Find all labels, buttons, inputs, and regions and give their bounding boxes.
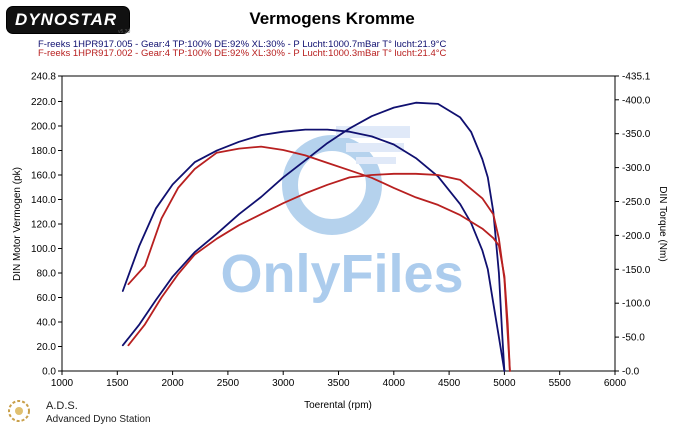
- y2-tick-label: -150.0: [622, 265, 651, 276]
- y-axis-label: DIN Motor Vermogen (pk): [12, 167, 23, 281]
- y2-tick-label: -300.0: [622, 163, 651, 174]
- series-line-run2-torque: [127, 145, 511, 372]
- y-tick-label: 100.0: [31, 244, 56, 255]
- y-tick-label: 240.8: [31, 72, 56, 83]
- curves: [121, 101, 511, 372]
- watermark-text: OnlyFiles: [220, 244, 463, 304]
- y-tick-label: 120.0: [31, 219, 56, 230]
- y-tick-label: 180.0: [31, 146, 56, 157]
- logo-text: DYNOSTAR: [15, 10, 118, 29]
- y-tick-label: 20.0: [37, 342, 57, 353]
- series-line-run2-power: [127, 172, 511, 372]
- x-tick-label: 2000: [161, 378, 184, 389]
- dynostar-logo: DYNOSTAR: [6, 6, 130, 34]
- x-axis: 1000 1500 2000 2500 3000 3500 4000 4500 5000 5500…: [51, 371, 627, 389]
- y-tick-label: 160.0: [31, 170, 56, 181]
- y-tick-label: 140.0: [31, 195, 56, 206]
- x-tick-label: 1500: [106, 378, 129, 389]
- y-tick-label: 60.0: [37, 293, 57, 304]
- x-tick-label: 3000: [272, 378, 295, 389]
- y-tick-label: 0.0: [42, 367, 56, 378]
- y2-tick-label: -0.0: [622, 367, 640, 378]
- x-axis-label: Toerental (rpm): [304, 400, 372, 411]
- x-tick-label: 4500: [438, 378, 461, 389]
- ads-logo-icon: [8, 400, 30, 422]
- chart-title: Vermogens Kromme: [249, 9, 414, 28]
- run-label-2: F-reeks 1HPR917.002 - Gear:4 TP:100% DE:…: [38, 48, 447, 59]
- series-line-run1-power: [121, 101, 506, 372]
- x-tick-label: 6000: [604, 378, 627, 389]
- y-axis-right: -0.0 -50.0 -100.0 -150.0 -200.0 -250.0 -300.0 -…: [615, 72, 651, 378]
- y2-tick-label: -350.0: [622, 129, 651, 140]
- y2-tick-label: -250.0: [622, 197, 651, 208]
- run-label-1: F-reeks 1HPR917.005 - Gear:4 TP:100% DE:…: [38, 39, 447, 50]
- x-tick-label: 4000: [383, 378, 406, 389]
- footer-subtitle: Advanced Dyno Station: [46, 414, 151, 425]
- y2-tick-label: -435.1: [622, 72, 651, 83]
- y-axis-left: 0.0 20.0 40.0 60.0 80.0 100.0 120.0 140.0 160.0 1…: [31, 72, 62, 378]
- footer-name: A.D.S.: [46, 400, 78, 412]
- x-tick-label: 5000: [493, 378, 516, 389]
- x-tick-label: 3500: [327, 378, 350, 389]
- y2-tick-label: -100.0: [622, 299, 651, 310]
- y-tick-label: 80.0: [37, 268, 57, 279]
- x-tick-label: 2500: [217, 378, 240, 389]
- y2-axis-label: DIN Torque (Nm): [657, 186, 668, 261]
- logo-version: v5.30: [118, 29, 131, 35]
- y-tick-label: 220.0: [31, 97, 56, 108]
- watermark: OnlyFiles: [220, 126, 464, 304]
- y-tick-label: 40.0: [37, 317, 57, 328]
- y2-tick-label: -400.0: [622, 95, 651, 106]
- x-tick-label: 1000: [51, 378, 74, 389]
- y-tick-label: 200.0: [31, 121, 56, 132]
- y2-tick-label: -50.0: [622, 333, 645, 344]
- series-line-run1-torque: [121, 128, 506, 372]
- y2-tick-label: -200.0: [622, 231, 651, 242]
- x-tick-label: 5500: [549, 378, 572, 389]
